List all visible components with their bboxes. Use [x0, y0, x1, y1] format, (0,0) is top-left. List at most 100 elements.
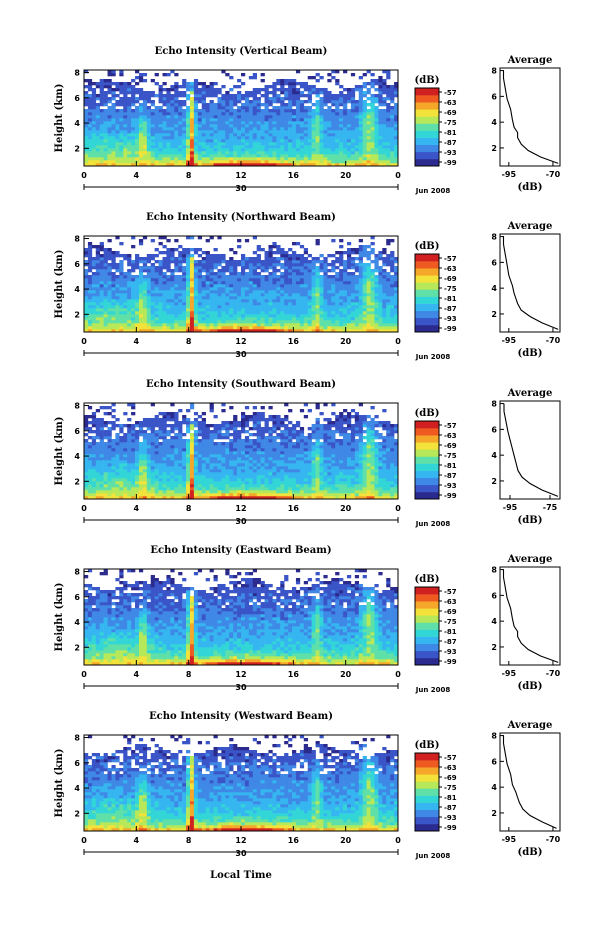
heatmap-cell [319, 109, 324, 113]
heatmap-cell [127, 314, 132, 318]
heatmap-cell [366, 269, 371, 273]
heatmap-cell [107, 79, 112, 83]
heatmap-cell [233, 272, 238, 276]
heatmap-cell [174, 100, 179, 104]
heatmap-cell [284, 302, 289, 306]
heatmap-cell [295, 91, 301, 95]
heatmap-cell [197, 145, 203, 149]
heatmap-cell [209, 85, 214, 89]
heatmap-cell [119, 430, 124, 434]
heatmap-cell [138, 472, 144, 476]
heatmap-cell [197, 112, 203, 116]
heatmap-cell [390, 290, 395, 294]
heatmap-cell [146, 311, 152, 315]
heatmap-cell [370, 326, 375, 330]
heatmap-cell [131, 290, 136, 294]
heatmap-cell [382, 136, 387, 140]
heatmap-cell [115, 299, 120, 303]
heatmap-cell [142, 305, 148, 309]
heatmap-cell [142, 275, 148, 279]
heatmap-cell [150, 136, 155, 140]
heatmap-cell [256, 299, 261, 303]
heatmap-cell [84, 323, 89, 327]
heatmap-cell [354, 257, 360, 261]
heatmap-cell [252, 91, 257, 95]
heatmap-cell [87, 130, 93, 134]
heatmap-cell [99, 430, 104, 434]
heatmap-cell [241, 97, 246, 101]
heatmap-cell [111, 73, 116, 77]
heatmap-cell [127, 275, 132, 279]
heatmap-cell [264, 257, 269, 261]
heatmap-cell [95, 157, 100, 161]
heatmap-cell [131, 412, 136, 416]
heatmap-cell [154, 454, 159, 458]
heatmap-cell [346, 242, 352, 246]
heatmap-cell [366, 305, 371, 309]
heatmap-cell [252, 236, 257, 240]
heatmap-cell [103, 82, 108, 86]
heatmap-cell [217, 287, 222, 291]
heatmap-cell [142, 136, 148, 140]
heatmap-cell [103, 133, 108, 137]
heatmap-cell [303, 326, 309, 330]
heatmap-cell [248, 148, 254, 152]
heatmap-cell [209, 308, 214, 312]
heatmap-cell [292, 278, 297, 282]
heatmap-cell [362, 91, 367, 95]
heatmap-cell [158, 127, 163, 131]
heatmap-cell [91, 323, 97, 327]
heatmap-cell [276, 127, 281, 131]
heatmap-cell [99, 91, 104, 95]
heatmap-cell [390, 142, 395, 146]
heatmap-cell [95, 493, 100, 497]
heatmap-cell [182, 127, 187, 131]
heatmap-cell [350, 287, 356, 291]
heatmap-cell [119, 323, 124, 327]
heatmap-cell [284, 311, 289, 315]
heatmap-cell [95, 320, 100, 324]
heatmap-cell [146, 439, 152, 443]
heatmap-cell [154, 296, 159, 300]
heatmap-cell [311, 148, 316, 152]
heatmap-cell [119, 463, 124, 467]
heatmap-cell [374, 293, 379, 297]
heatmap-cell [343, 323, 348, 327]
heatmap-cell [150, 427, 155, 431]
heatmap-cell [170, 317, 175, 321]
heatmap-cell [111, 472, 116, 476]
heatmap-cell [170, 254, 175, 258]
heatmap-cell [323, 281, 328, 285]
heatmap-cell [178, 278, 183, 282]
heatmap-cell [111, 409, 116, 413]
heatmap-cell [354, 266, 360, 270]
heatmap-cell [241, 317, 246, 321]
heatmap-cell [162, 118, 167, 122]
heatmap-cell [264, 103, 269, 107]
heatmap-cell [135, 478, 140, 482]
heatmap-cell [268, 142, 273, 146]
heatmap-cell [84, 275, 89, 279]
heatmap-cell [213, 148, 218, 152]
heatmap-cell [248, 136, 254, 140]
heatmap-cell [394, 257, 399, 261]
heatmap-cell [358, 163, 363, 167]
heatmap-cell [374, 115, 379, 119]
heatmap-cell [127, 112, 132, 116]
heatmap-cell [111, 103, 116, 107]
heatmap-cell [115, 109, 120, 113]
heatmap-cell [182, 133, 187, 137]
heatmap-cell [295, 82, 301, 86]
heatmap-cell [346, 88, 352, 92]
heatmap-cell [84, 317, 89, 321]
heatmap-cell [205, 260, 210, 264]
day-label: 30 [235, 184, 247, 193]
heatmap-cell [299, 118, 305, 122]
heatmap-cell [386, 154, 391, 158]
heatmap-cell [303, 269, 309, 273]
heatmap-cell [178, 305, 183, 309]
heatmap-cell [256, 284, 261, 288]
heatmap-cell [244, 97, 250, 101]
average-title: Average [507, 55, 553, 66]
heatmap-cell [170, 163, 175, 167]
